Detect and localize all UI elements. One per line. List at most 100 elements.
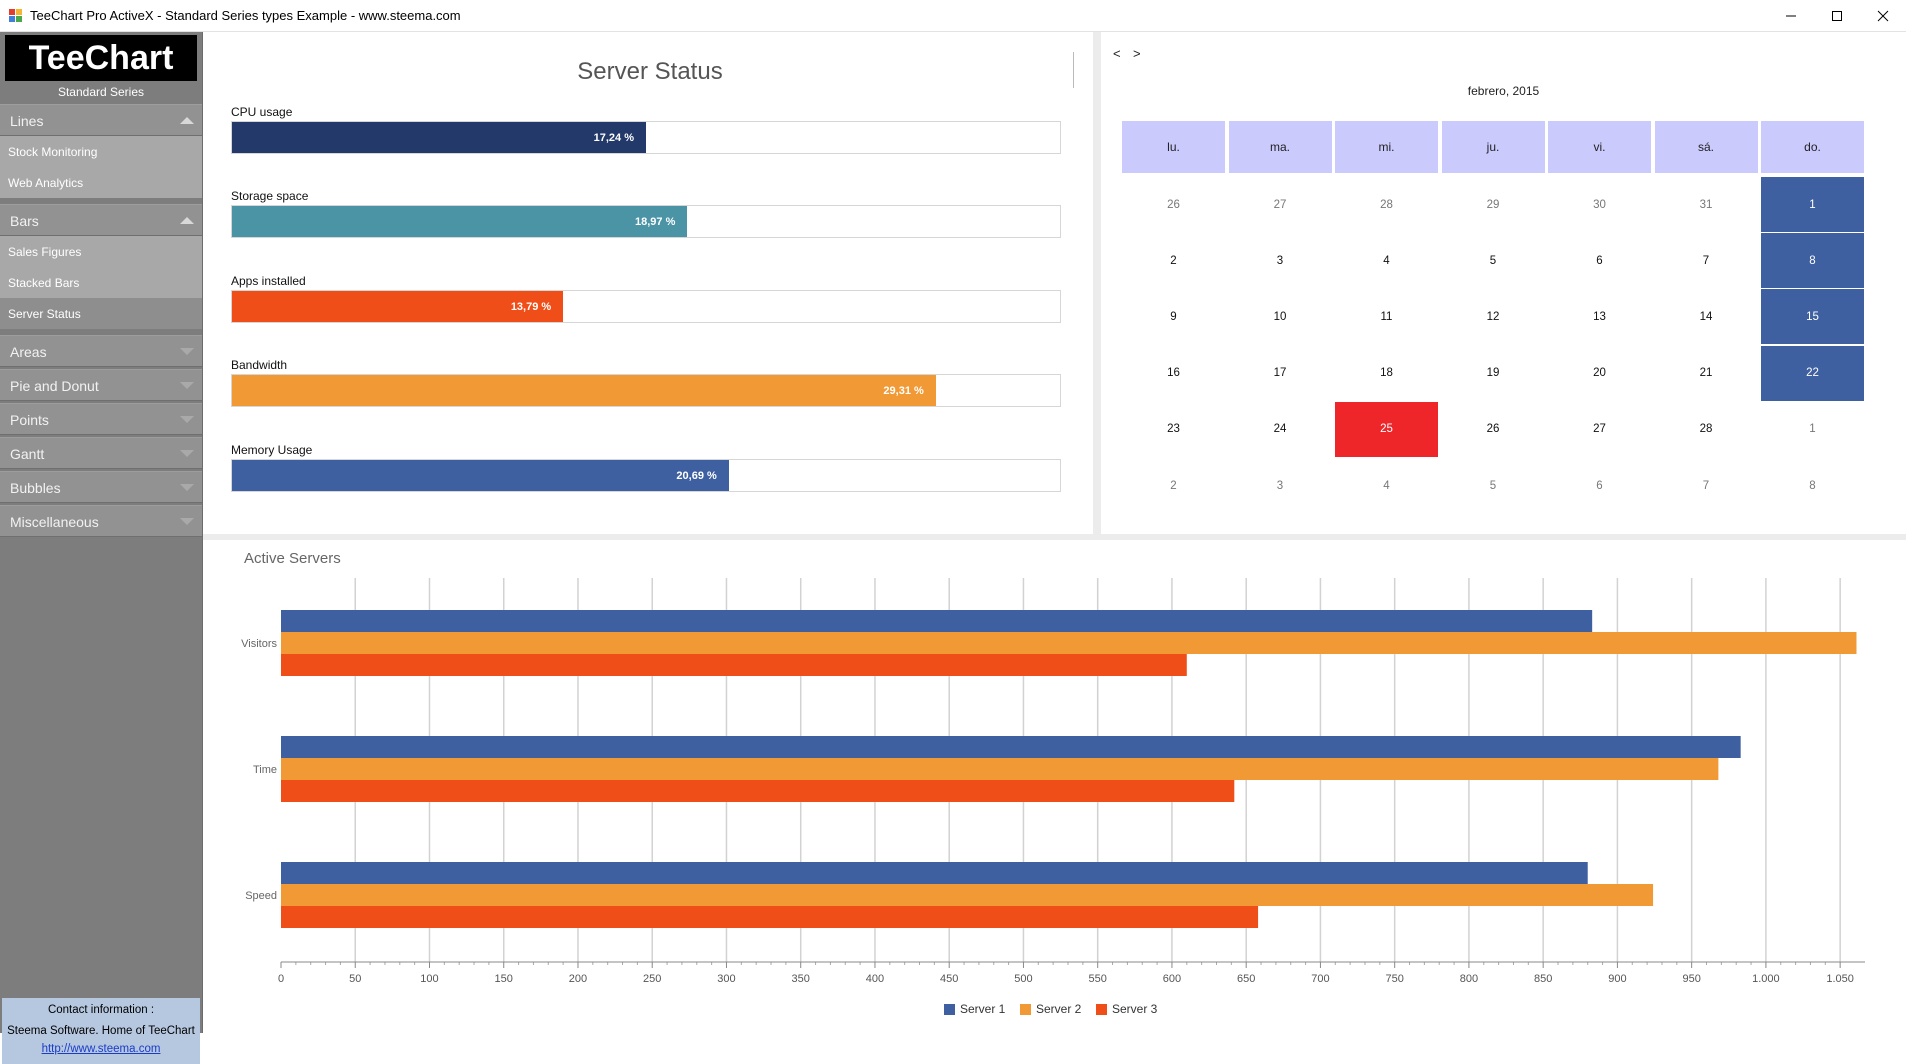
calendar-next-button[interactable]: > <box>1133 46 1141 61</box>
calendar-day[interactable]: 29 <box>1486 198 1500 211</box>
sidebar-group-pie-and-donut[interactable]: Pie and Donut <box>0 369 202 401</box>
x-tick-label: 950 <box>1682 973 1700 985</box>
calendar-day[interactable]: 9 <box>1170 310 1177 323</box>
calendar-day[interactable]: 26 <box>1167 198 1180 211</box>
sidebar-item-sales-figures[interactable]: Sales Figures <box>0 236 202 267</box>
collapse-arrow-icon <box>180 117 194 124</box>
calendar-day[interactable]: 14 <box>1699 310 1713 323</box>
calendar-day[interactable]: 6 <box>1596 254 1603 267</box>
legend-swatch <box>1020 1003 1031 1015</box>
calendar-day[interactable]: 23 <box>1167 423 1180 436</box>
collapse-arrow-icon <box>180 217 194 224</box>
sidebar-group-label: Pie and Donut <box>10 378 99 394</box>
sidebar-item-stacked-bars[interactable]: Stacked Bars <box>0 267 202 298</box>
calendar-day[interactable]: 17 <box>1273 367 1287 380</box>
calendar-day[interactable]: 11 <box>1380 310 1393 323</box>
sidebar-group-points[interactable]: Points <box>0 403 202 435</box>
gauge-fill: 29,31 % <box>232 375 936 406</box>
sidebar-group-label: Bubbles <box>10 480 61 496</box>
x-tick-label: 450 <box>940 973 958 985</box>
bar <box>281 632 1857 654</box>
title-bar: TeeChart Pro ActiveX - Standard Series t… <box>0 0 1906 32</box>
sidebar-item-web-analytics[interactable]: Web Analytics <box>0 167 202 198</box>
x-tick-label: 850 <box>1534 973 1552 985</box>
calendar-day[interactable]: 7 <box>1702 479 1710 492</box>
sidebar-item-label: Web Analytics <box>8 176 84 190</box>
server-status-panel: Server Status CPU usage 17,24 % Storage sp… <box>203 32 1093 534</box>
gauge-label: Bandwidth <box>231 358 288 372</box>
x-tick-label: 0 <box>278 973 284 985</box>
sidebar-group-bars[interactable]: Bars <box>0 204 202 236</box>
calendar-day[interactable]: 8 <box>1761 233 1864 289</box>
x-tick-label: 750 <box>1385 973 1403 985</box>
legend-label: Server 1 <box>960 1002 1006 1016</box>
sidebar-item-server-status[interactable]: Server Status <box>0 298 202 329</box>
calendar-day[interactable]: 7 <box>1702 254 1710 267</box>
x-tick-label: 350 <box>792 973 810 985</box>
calendar-day[interactable]: 16 <box>1167 367 1180 380</box>
calendar-day[interactable]: 20 <box>1593 367 1606 380</box>
calendar-day[interactable]: 31 <box>1699 198 1713 211</box>
calendar-day[interactable]: 3 <box>1276 254 1284 267</box>
legend-swatch <box>1096 1003 1107 1015</box>
calendar-day[interactable]: 13 <box>1593 310 1606 323</box>
sidebar-group-lines[interactable]: Lines <box>0 104 202 136</box>
gauge-value: 20,69 % <box>676 470 717 482</box>
calendar-day[interactable]: 27 <box>1593 423 1606 436</box>
gauge-label: CPU usage <box>231 105 293 119</box>
calendar-day[interactable]: 28 <box>1699 423 1713 436</box>
gauge-fill: 20,69 % <box>232 460 729 491</box>
gauge-fill: 17,24 % <box>232 122 646 153</box>
category-label: Visitors <box>241 638 277 650</box>
server-status-title: Server Status <box>577 58 723 85</box>
gauge-value: 17,24 % <box>593 132 634 144</box>
calendar-day[interactable]: 27 <box>1273 198 1287 211</box>
calendar-day[interactable]: 21 <box>1699 367 1713 380</box>
calendar-day[interactable]: 2 <box>1170 254 1177 267</box>
calendar-day[interactable]: 19 <box>1486 367 1500 380</box>
calendar-day[interactable]: 1 <box>1761 177 1864 232</box>
maximize-button[interactable] <box>1814 0 1860 31</box>
contact-link[interactable]: http://www.steema.com <box>41 1043 161 1055</box>
calendar-day[interactable]: 30 <box>1593 198 1606 211</box>
x-tick-label: 250 <box>643 973 661 985</box>
calendar-day[interactable]: 25 <box>1335 401 1438 457</box>
sidebar-item-stock-monitoring[interactable]: Stock Monitoring <box>0 136 202 167</box>
gauge-label: Storage space <box>231 189 309 203</box>
calendar-day[interactable]: 3 <box>1276 479 1284 492</box>
calendar-day[interactable]: 12 <box>1486 310 1500 323</box>
calendar-day[interactable]: 1 <box>1809 423 1816 436</box>
calendar-day[interactable]: 24 <box>1273 423 1287 436</box>
sidebar-group-label: Bars <box>10 213 39 229</box>
x-tick-label: 1.050 <box>1826 973 1854 985</box>
gauge-bar: 17,24 % <box>231 121 1061 154</box>
legend-label: Server 3 <box>1112 1002 1158 1016</box>
minimize-button[interactable] <box>1768 0 1814 31</box>
calendar-day[interactable]: 15 <box>1761 289 1864 345</box>
calendar-day[interactable]: 4 <box>1383 254 1390 267</box>
calendar-day[interactable]: 6 <box>1596 479 1603 492</box>
sidebar-group-bubbles[interactable]: Bubbles <box>0 471 202 503</box>
calendar-day[interactable]: 8 <box>1809 479 1816 492</box>
calendar-day[interactable]: 18 <box>1380 367 1393 380</box>
sidebar-group-label: Lines <box>10 113 44 129</box>
contact-heading: Contact information : <box>47 1004 155 1016</box>
calendar-day[interactable]: 26 <box>1486 423 1500 436</box>
panel-divider <box>1093 32 1101 534</box>
calendar-day[interactable]: 2 <box>1170 479 1177 492</box>
teechart-app-icon <box>9 9 22 22</box>
sidebar-group-gantt[interactable]: Gantt <box>0 437 202 469</box>
calendar-day[interactable]: 22 <box>1761 345 1864 401</box>
x-tick-label: 700 <box>1311 973 1329 985</box>
calendar-prev-button[interactable]: < <box>1113 46 1121 61</box>
close-button[interactable] <box>1860 0 1906 31</box>
calendar-day[interactable]: 10 <box>1273 310 1287 323</box>
calendar-day[interactable]: 4 <box>1383 479 1390 492</box>
sidebar-group-miscellaneous[interactable]: Miscellaneous <box>0 505 202 537</box>
calendar-day[interactable]: 5 <box>1489 254 1497 267</box>
calendar-day[interactable]: 28 <box>1380 198 1393 211</box>
sidebar-group-areas[interactable]: Areas <box>0 335 202 367</box>
legend-item: Server 2 <box>1020 1002 1081 1016</box>
gauge-bar: 13,79 % <box>231 290 1061 323</box>
calendar-day[interactable]: 5 <box>1489 479 1497 492</box>
